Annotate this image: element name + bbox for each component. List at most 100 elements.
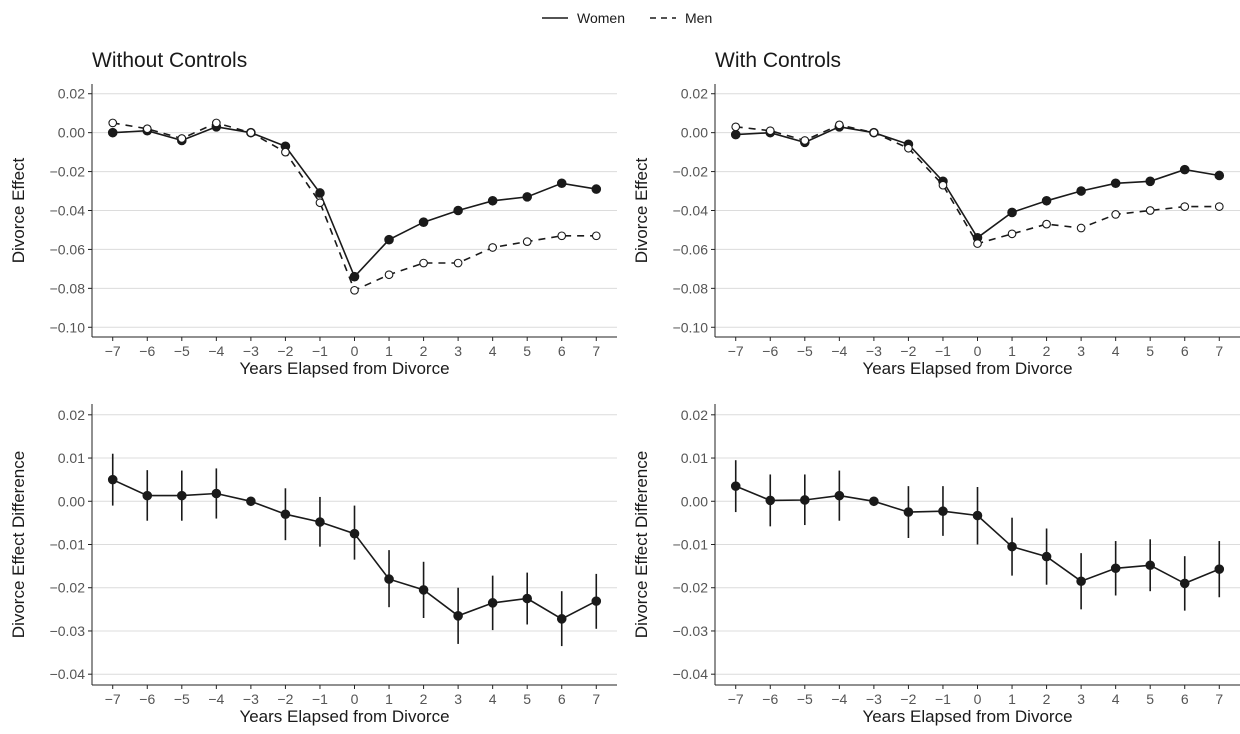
x-tick-label: −1	[935, 343, 951, 359]
y-tick-label: −0.06	[50, 241, 86, 257]
x-tick-label: −3	[243, 691, 259, 707]
y-tick-label: 0.02	[58, 407, 85, 423]
data-point	[418, 217, 429, 227]
data-point	[834, 490, 845, 501]
x-tick-label: −1	[312, 343, 328, 359]
x-tick-label: 5	[523, 343, 531, 359]
x-tick-label: 1	[385, 343, 393, 359]
x-tick-label: −5	[174, 343, 190, 359]
data-point	[869, 496, 879, 507]
data-point	[556, 614, 567, 624]
y-tick-label: 0.00	[681, 125, 708, 141]
data-point	[1145, 176, 1155, 187]
y-tick-label: 0.02	[681, 86, 708, 102]
y-axis-label: Divorce Effect	[632, 157, 651, 263]
data-point	[904, 143, 913, 153]
x-tick-label: 3	[454, 343, 462, 359]
data-point	[280, 509, 291, 520]
x-tick-label: 3	[454, 691, 462, 707]
data-point	[315, 517, 325, 527]
x-tick-label: −6	[762, 691, 778, 707]
x-tick-label: 5	[1146, 691, 1154, 707]
series-difference	[107, 453, 602, 647]
data-point	[556, 178, 567, 189]
x-tick-label: 2	[420, 691, 428, 707]
data-point	[1179, 578, 1190, 589]
x-tick-label: −7	[728, 691, 744, 707]
data-point	[211, 118, 221, 128]
y-tick-label: 0.00	[58, 493, 85, 509]
data-point	[973, 239, 982, 248]
y-tick-label: −0.04	[673, 666, 709, 682]
data-point	[108, 118, 118, 128]
data-point	[107, 127, 118, 138]
data-point	[1076, 223, 1086, 233]
x-tick-label: −6	[762, 343, 778, 359]
data-point	[765, 126, 775, 136]
x-tick-label: −2	[277, 343, 293, 359]
y-tick-label: −0.02	[50, 580, 86, 596]
data-point	[488, 243, 498, 252]
data-point	[1214, 170, 1225, 181]
data-point	[522, 593, 532, 604]
y-tick-label: 0.00	[58, 125, 85, 141]
x-tick-label: −7	[105, 343, 121, 359]
data-point	[453, 205, 463, 216]
x-tick-label: −1	[935, 691, 951, 707]
data-point	[453, 258, 463, 268]
data-point	[315, 198, 325, 208]
y-tick-label: −0.04	[50, 666, 86, 682]
x-axis-label: Years Elapsed from Divorce	[239, 359, 449, 378]
y-tick-label: −0.01	[50, 537, 86, 553]
data-point	[281, 147, 290, 157]
x-tick-label: 4	[1112, 343, 1120, 359]
y-tick-label: −0.02	[673, 164, 709, 180]
y-tick-label: −0.06	[673, 241, 709, 257]
data-point	[1214, 202, 1224, 211]
legend: Women Men	[0, 6, 1240, 30]
data-point	[177, 490, 187, 501]
x-tick-label: −3	[243, 343, 259, 359]
data-point	[730, 129, 741, 140]
x-tick-label: 6	[1181, 691, 1189, 707]
data-point	[246, 128, 256, 138]
panel-title: Without Controls	[92, 49, 247, 72]
x-tick-label: 0	[974, 691, 982, 707]
y-tick-label: 0.00	[681, 493, 708, 509]
x-tick-label: 7	[1215, 343, 1223, 359]
data-point	[384, 270, 394, 280]
data-point	[1180, 202, 1190, 211]
data-point	[418, 585, 429, 595]
data-point	[1041, 195, 1052, 206]
x-tick-label: 1	[1008, 691, 1016, 707]
legend-women-label: Women	[577, 10, 625, 26]
x-tick-label: 0	[351, 691, 359, 707]
x-tick-label: 2	[420, 343, 428, 359]
data-point	[972, 510, 983, 521]
data-point	[730, 481, 741, 491]
data-point	[487, 598, 498, 608]
data-point	[938, 506, 948, 517]
data-point	[765, 495, 776, 506]
data-point	[487, 195, 498, 206]
data-point	[142, 124, 152, 134]
data-point	[869, 128, 879, 138]
y-tick-label: −0.02	[673, 580, 709, 596]
y-tick-label: −0.03	[673, 623, 709, 639]
data-point	[1110, 178, 1121, 189]
data-point	[1179, 164, 1190, 175]
chart-panel-1: 0.02 0.00 −0.02 −0.04 −0.06 −0.08 −0.10 −7 −6 −5 −…	[9, 49, 617, 378]
y-tick-label: −0.08	[673, 280, 709, 296]
data-point	[1214, 564, 1225, 574]
y-tick-label: −0.01	[673, 537, 709, 553]
x-tick-label: −5	[797, 691, 813, 707]
x-tick-label: −2	[900, 691, 916, 707]
y-tick-label: −0.03	[50, 623, 86, 639]
y-tick-label: −0.04	[50, 203, 86, 219]
x-tick-label: −6	[139, 343, 155, 359]
data-point	[1145, 206, 1155, 215]
data-point	[800, 495, 810, 505]
series-difference	[730, 460, 1225, 611]
chart-panel-2: 0.02 0.00 −0.02 −0.04 −0.06 −0.08 −0.10 −7 −6 −5 −…	[632, 49, 1240, 378]
y-tick-label: 0.02	[58, 86, 85, 102]
